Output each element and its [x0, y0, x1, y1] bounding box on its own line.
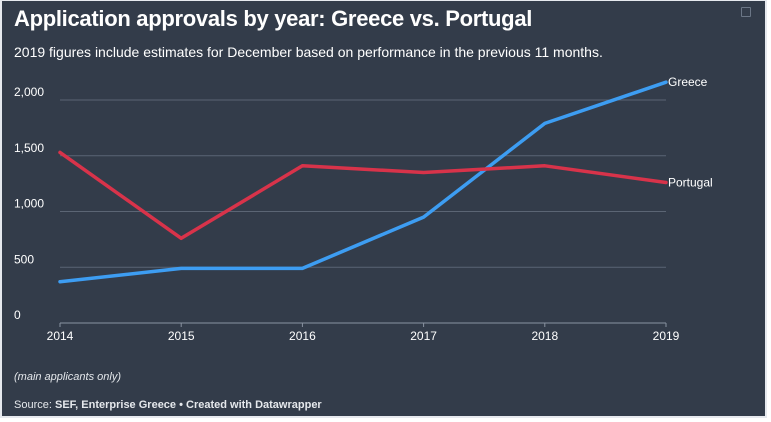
- series-label-greece: Greece: [668, 75, 708, 89]
- source-label: Source:: [14, 399, 52, 411]
- source-credit[interactable]: Created with Datawrapper: [186, 399, 322, 411]
- chart-note: (main applicants only): [14, 371, 121, 383]
- y-tick-label: 0: [14, 308, 21, 322]
- series-line-portugal: [58, 150, 668, 241]
- y-axis-ticks: 0 500 1,000 1,500 2,000: [14, 85, 44, 322]
- source-names: SEF, Enterprise Greece: [54, 399, 177, 411]
- series-line-greece: [58, 80, 668, 284]
- grid-lines: [60, 99, 666, 324]
- chart-subtitle: 2019 figures include estimates for Decem…: [14, 44, 603, 60]
- x-tick-label: 2015: [168, 329, 195, 343]
- series-label-portugal: Portugal: [668, 176, 713, 190]
- y-tick-label: 1,000: [14, 197, 44, 211]
- x-tick-label: 2014: [47, 329, 74, 343]
- y-tick-label: 1,500: [14, 141, 44, 155]
- series-lines: [58, 80, 668, 284]
- x-tick-label: 2017: [410, 329, 437, 343]
- chart-title: Application approvals by year: Greece vs…: [14, 6, 533, 31]
- line-chart: 0 500 1,000 1,500 2,000 2014 2015 2016 2017 2018…: [14, 75, 713, 343]
- x-tick-label: 2016: [289, 329, 316, 343]
- y-tick-label: 500: [14, 252, 34, 266]
- x-tick-label: 2018: [531, 329, 558, 343]
- x-axis-ticks: 2014 2015 2016 2017 2018 2019: [47, 323, 680, 343]
- x-tick-label: 2019: [653, 329, 680, 343]
- source-separator: •: [176, 399, 187, 411]
- expand-icon[interactable]: [741, 7, 751, 17]
- series-labels: Greece Portugal: [668, 75, 713, 189]
- y-tick-label: 2,000: [14, 85, 44, 99]
- source-line: Source: SEF, Enterprise Greece • Created…: [14, 399, 322, 411]
